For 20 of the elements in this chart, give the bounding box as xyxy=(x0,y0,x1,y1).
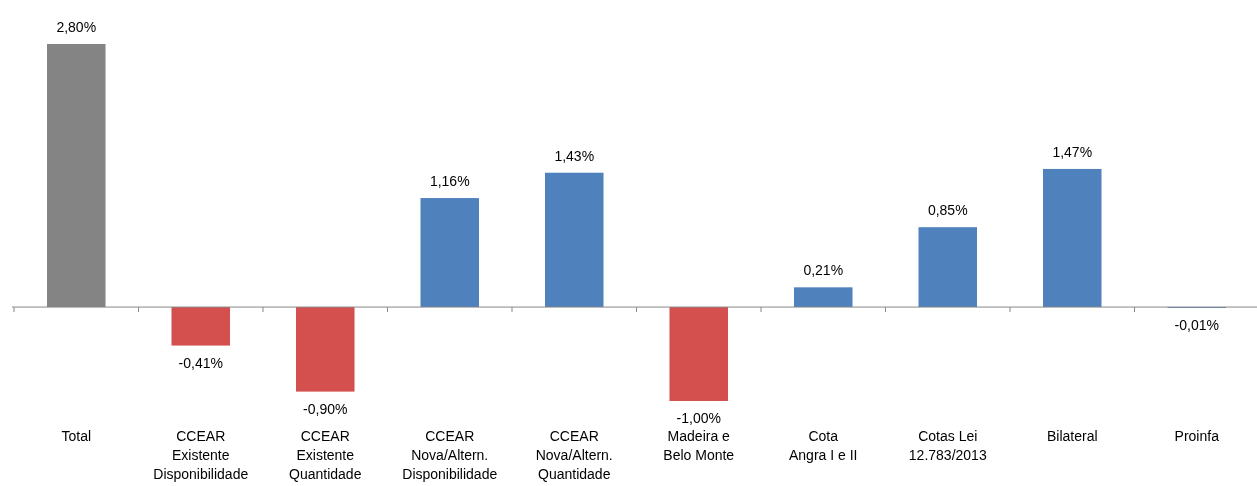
x-tick-label: Bilateral xyxy=(1046,428,1098,444)
x-tick-label: CCEAR Existente Quantidade xyxy=(289,428,362,482)
data-label: 1,47% xyxy=(1052,143,1093,160)
x-tick-label: Cotas Lei 12.783/2013 xyxy=(908,428,987,463)
data-label: -0,41% xyxy=(178,354,223,371)
x-tick-label: Total xyxy=(61,428,92,444)
x-tick-label: Proinfa xyxy=(1174,428,1220,444)
x-tick-label: Cota Angra I e II xyxy=(789,428,858,463)
data-label: 1,16% xyxy=(429,173,470,190)
data-label: -0,90% xyxy=(303,400,348,417)
data-label: -0,01% xyxy=(1174,316,1219,333)
data-label: -1,00% xyxy=(676,410,721,426)
x-tick-label: CCEAR Nova/Altern. Disponibilidade xyxy=(402,428,498,482)
data-label: 0,21% xyxy=(803,262,844,279)
x-tick-label: Madeira e Belo Monte xyxy=(663,428,735,463)
x-tick-label: CCEAR Existente Disponibilidade xyxy=(153,428,249,482)
data-label: 0,85% xyxy=(927,202,968,219)
data-label: 1,43% xyxy=(554,147,595,164)
data-label: 2,80% xyxy=(56,19,97,35)
x-tick-label: CCEAR Nova/Altern. Quantidade xyxy=(535,428,613,482)
